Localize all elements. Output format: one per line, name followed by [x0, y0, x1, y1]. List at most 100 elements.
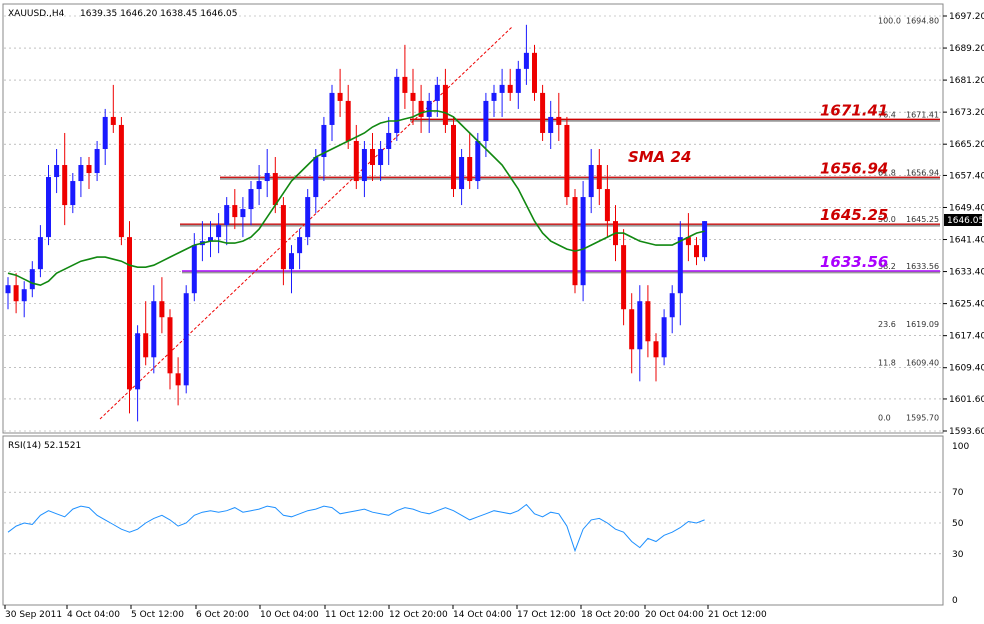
candle-body	[645, 301, 651, 342]
candle-body	[5, 285, 11, 294]
rsi-panel-border	[2, 435, 944, 606]
x-tick-label: 30 Sep 2011	[5, 610, 62, 620]
candle-body	[345, 100, 351, 141]
time-axis: 30 Sep 2011 4 Oct 04:00 5 Oct 12:00 6 Oct 2…	[4, 605, 767, 620]
candle-body	[264, 173, 270, 182]
candle-body	[507, 84, 513, 93]
y-tick-label: 1617.40	[949, 332, 984, 342]
rsi-tick-label: 70	[952, 488, 964, 498]
candle-body	[29, 269, 35, 290]
y-tick-label: 1609.40	[949, 364, 984, 374]
y-tick-label: 1649.40	[949, 203, 984, 213]
fib-level-percent: 61.8	[878, 168, 896, 177]
y-tick-label: 1633.40	[949, 268, 984, 278]
candle-body	[394, 76, 400, 133]
candle-body	[556, 116, 562, 125]
candle-body	[604, 189, 610, 222]
candle-body	[523, 52, 529, 69]
fib-level-price: 1609.40	[906, 359, 939, 368]
candle-body	[515, 68, 521, 93]
candle-body	[62, 165, 68, 206]
candle-body	[46, 177, 51, 238]
candle-body	[191, 245, 197, 294]
x-tick-label: 21 Oct 12:00	[708, 610, 767, 620]
candle-body	[70, 181, 76, 206]
ohlc-label: 1639.35 1646.20 1638.45 1646.05	[80, 9, 237, 19]
fib-level-price: 1645.25	[906, 215, 939, 224]
candle-body	[94, 148, 100, 174]
fib-level-percent: 50.0	[878, 215, 896, 224]
candle-body	[224, 205, 230, 226]
candle-body	[143, 333, 149, 358]
candle-body	[442, 84, 448, 125]
y-tick-label: 1601.60	[949, 395, 984, 405]
symbol-label: XAUUSD.,H4	[8, 9, 65, 19]
rsi-layer: 100 70 50 30 0	[4, 442, 969, 606]
candle-body	[118, 124, 124, 238]
candle-body	[459, 157, 465, 190]
fib-level-percent: 38.2	[878, 262, 896, 271]
y-tick-label: 1681.20	[949, 76, 984, 86]
x-tick-label: 5 Oct 12:00	[131, 610, 184, 620]
price-axis: 1697.20 1689.20 1681.20 1673.20 1665.20 1657.…	[943, 12, 984, 437]
level-price-label: 1633.56	[820, 253, 888, 271]
candle-body	[248, 189, 254, 210]
candle-body	[548, 116, 554, 133]
current-price-tag: 1646.05	[944, 214, 984, 226]
fib-level-percent: 23.6	[878, 320, 896, 329]
candle-body	[629, 309, 635, 350]
level-price-label: 1645.25	[820, 206, 888, 224]
candle-body	[596, 165, 602, 190]
candle-body	[426, 100, 432, 117]
candle-body	[572, 197, 578, 286]
y-tick-label: 1593.60	[949, 427, 984, 437]
candle-body	[491, 92, 497, 101]
candle-body	[305, 197, 311, 238]
candle-body	[110, 116, 116, 125]
candle-body	[313, 157, 319, 198]
candle-body	[451, 124, 456, 190]
candle-body	[256, 181, 262, 190]
fib-level-percent: 100.0	[878, 17, 901, 26]
candle-body	[532, 52, 537, 93]
x-tick-label: 11 Oct 12:00	[325, 610, 384, 620]
fib-level-price: 1694.80	[906, 17, 939, 26]
candle-body	[580, 197, 586, 286]
candle-body	[588, 165, 594, 198]
rsi-header-label: RSI(14) 52.1521	[8, 441, 81, 451]
rsi-tick-label: 50	[952, 519, 964, 529]
candle-body	[37, 237, 43, 270]
current-price-label: 1646.05	[947, 216, 984, 226]
candle-body	[159, 301, 165, 318]
candle-body	[434, 84, 440, 101]
candle-body	[102, 116, 108, 149]
main-panel-border	[2, 3, 944, 434]
x-tick-label: 14 Oct 04:00	[453, 610, 512, 620]
fib-level-price: 1619.09	[906, 320, 939, 329]
x-tick-label: 20 Oct 04:00	[645, 610, 704, 620]
candle-body	[702, 221, 708, 258]
rsi-line	[7, 503, 705, 553]
fib-level-percent: 11.8	[878, 359, 896, 368]
candle-body	[54, 165, 60, 178]
candle-body	[418, 100, 424, 117]
candle-body	[669, 293, 675, 318]
candle-body	[499, 84, 505, 93]
fib-level-percent: 0.0	[878, 414, 891, 423]
sma-label: SMA 24	[628, 148, 691, 166]
fib-level-price: 1656.94	[906, 168, 939, 177]
candle-body	[21, 289, 27, 302]
x-tick-label: 4 Oct 04:00	[67, 610, 120, 620]
candle-body	[483, 100, 489, 141]
y-tick-label: 1673.20	[949, 108, 984, 118]
fibonacci-layer: 100.0 1694.80 76.4 1671.41 61.8 1656.94 50.0 16…	[878, 17, 939, 423]
candle-body	[467, 157, 473, 182]
x-tick-label: 17 Oct 12:00	[517, 610, 576, 620]
candle-body	[127, 237, 132, 390]
candle-body	[685, 237, 691, 246]
candle-body	[410, 92, 416, 101]
y-tick-label: 1657.40	[949, 171, 984, 181]
candle-body	[272, 173, 278, 206]
